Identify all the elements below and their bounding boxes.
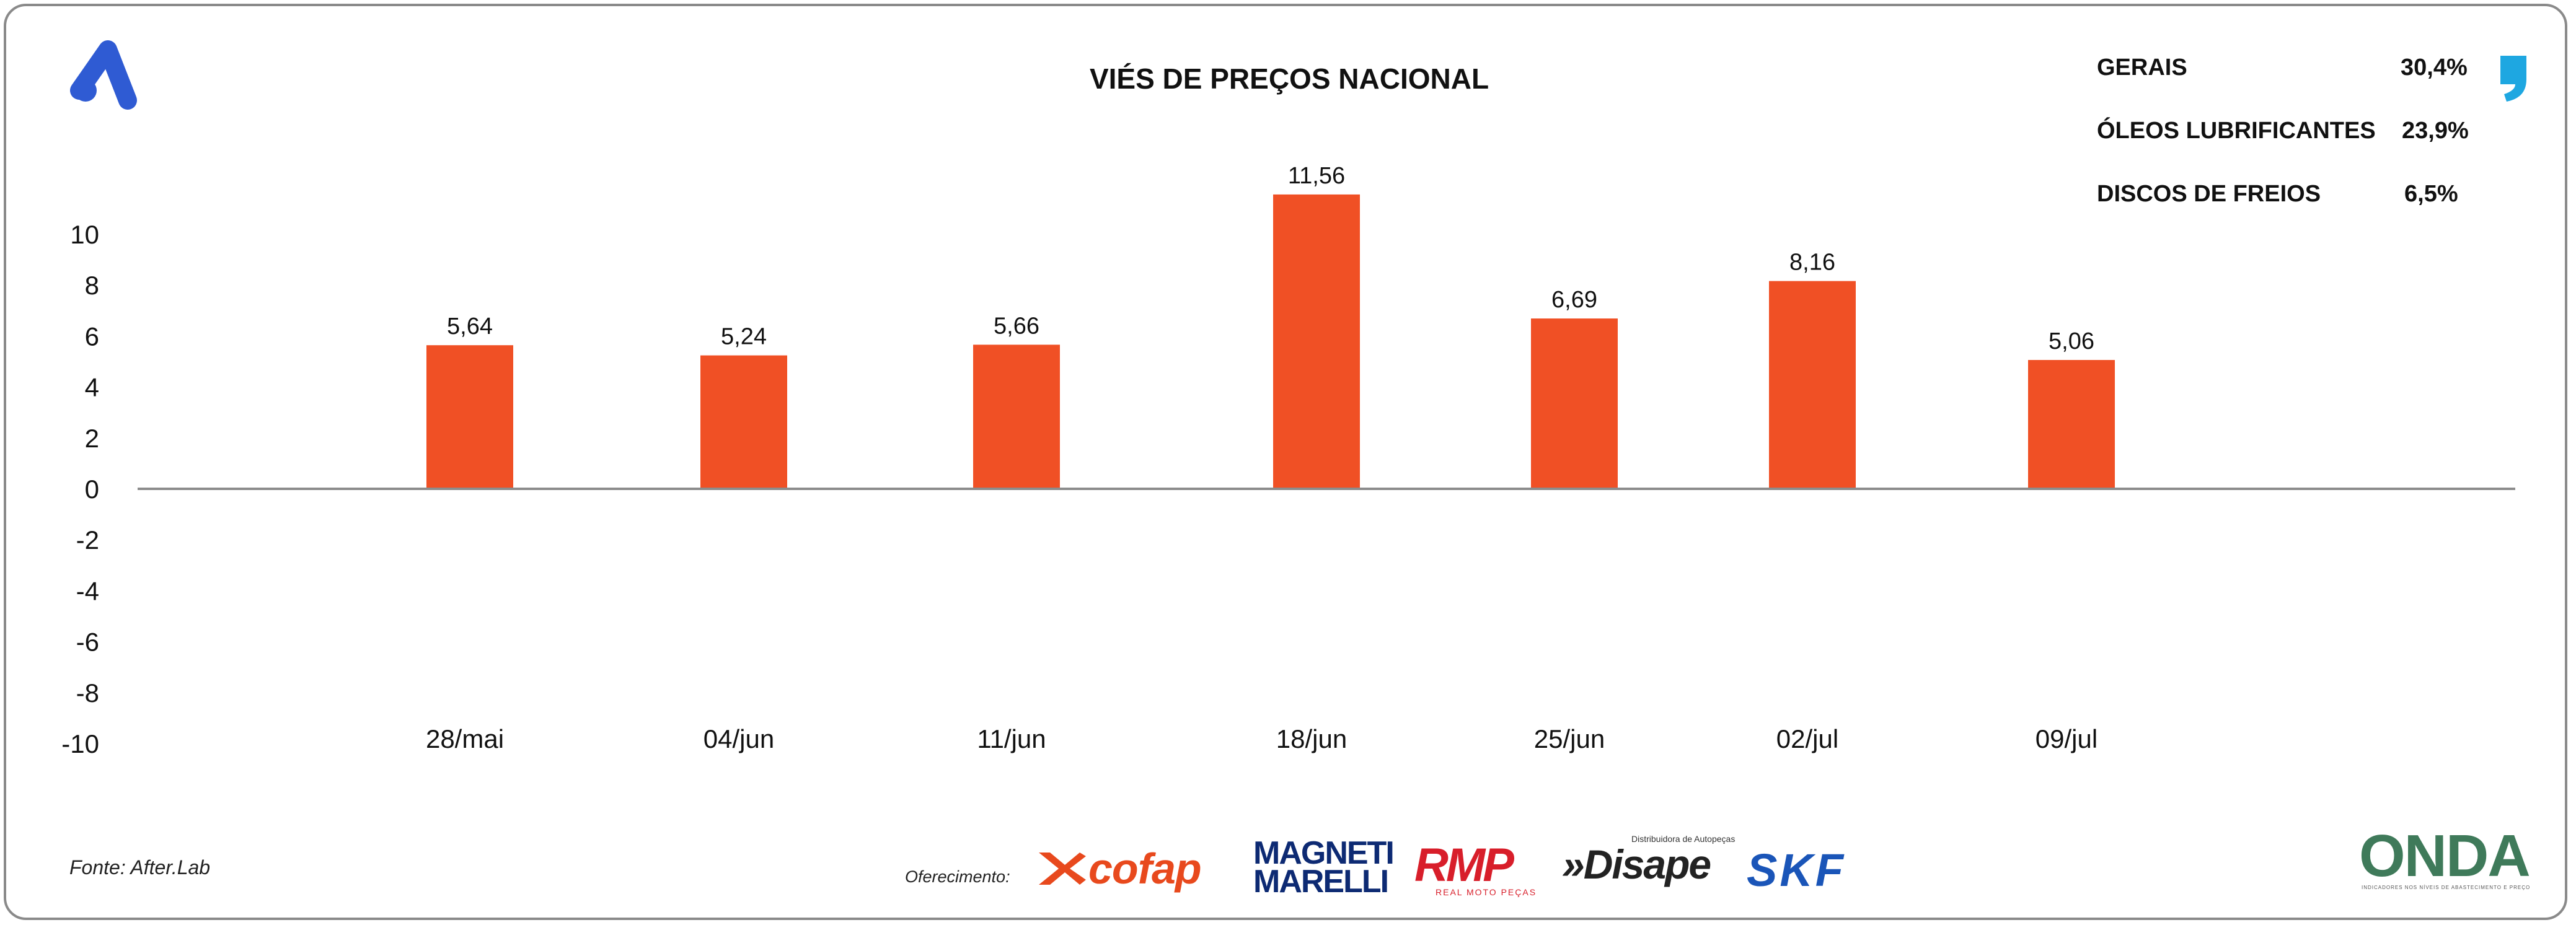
bar-value-label: 5,24 [721, 324, 767, 350]
skf-logo: SKF [1747, 844, 1846, 896]
disape-logo: Distribuidora de Autopeças »Disape [1562, 834, 1736, 887]
bar-18/jun [1273, 194, 1360, 489]
x-tick-label: 02/jul [1776, 724, 1838, 753]
x-tick-label: 04/jun [704, 724, 774, 753]
x-tick-label: 11/jun [977, 724, 1046, 753]
y-tick-label: 2 [85, 424, 99, 453]
y-tick-label: 0 [85, 475, 99, 504]
y-tick-label: 4 [85, 373, 99, 402]
magneti-marelli-logo: MAGNETI MARELLI [1253, 835, 1395, 900]
bar-02/jul [1769, 281, 1856, 489]
onda-logo: ONDA INDICADORES NOS NÍVEIS DE ABASTECIM… [2359, 823, 2531, 891]
brand-a-icon [70, 40, 137, 110]
y-tick-label: 10 [70, 220, 99, 249]
y-tick-label: -4 [76, 576, 99, 605]
x-axis-ticks: 28/mai 04/jun 11/jun 18/jun 25/jun 02/jul 09/j… [426, 724, 2097, 753]
chart-title: VIÉS DE PREÇOS NACIONAL [1089, 63, 1489, 95]
bar-value-label: 5,06 [2049, 328, 2094, 354]
quote-icon [2500, 56, 2526, 102]
bar-value-label: 8,16 [1789, 250, 1835, 276]
bar-11/jun [973, 344, 1060, 489]
bar-value-label: 5,64 [447, 313, 493, 340]
y-axis-ticks: 10 8 6 4 2 0 -2 -4 -6 -8 -10 [61, 220, 99, 758]
bars [426, 194, 2115, 489]
cofap-x-icon [1039, 853, 1086, 885]
bar-value-label: 6,69 [1551, 287, 1597, 313]
y-tick-label: -6 [76, 628, 99, 657]
bar-25/jun [1531, 318, 1618, 489]
bar-28/mai [426, 345, 513, 489]
y-tick-label: -10 [61, 729, 99, 758]
source-note: Fonte: After.Lab [69, 856, 211, 879]
rmp-logo: RMP REAL MOTO PEÇAS [1414, 839, 1537, 898]
bar-value-label: 11,56 [1288, 163, 1345, 189]
sponsor-label: Oferecimento: [905, 867, 1010, 886]
x-tick-label: 28/mai [426, 724, 504, 753]
y-tick-label: 8 [85, 271, 99, 300]
stat-label: GERAIS [2097, 55, 2187, 81]
bar-09/jul [2028, 360, 2115, 489]
bar-04/jun [700, 355, 787, 489]
y-tick-label: -2 [76, 525, 99, 555]
stat-label: DISCOS DE FREIOS [2097, 181, 2321, 207]
x-tick-label: 18/jun [1276, 724, 1347, 753]
stat-value: 23,9% [2402, 118, 2469, 144]
x-tick-label: 25/jun [1534, 724, 1605, 753]
data-labels: 5,64 5,24 5,66 11,56 6,69 8,16 5,06 [447, 163, 2094, 354]
stat-value: 30,4% [2401, 55, 2468, 81]
x-tick-label: 09/jul [2036, 724, 2097, 753]
y-tick-label: -8 [76, 678, 99, 708]
bar-value-label: 5,66 [994, 313, 1039, 339]
stat-label: ÓLEOS LUBRIFICANTES [2097, 118, 2376, 144]
y-tick-label: 6 [85, 322, 99, 351]
stat-value: 6,5% [2404, 181, 2458, 207]
